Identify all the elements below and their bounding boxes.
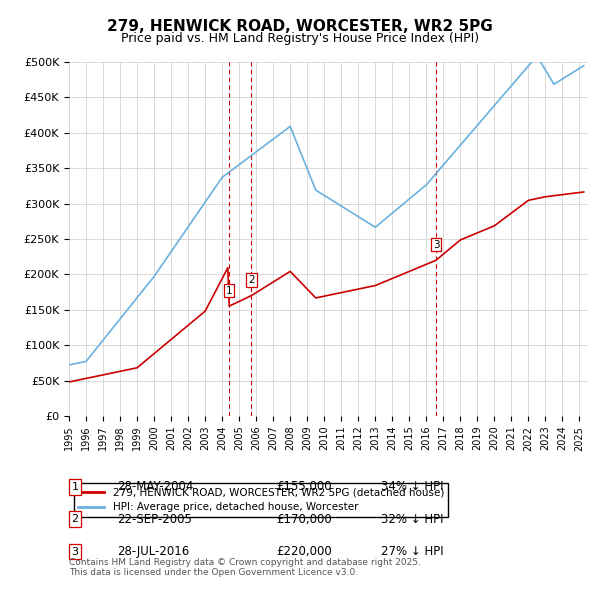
Text: 1: 1 [71, 482, 79, 491]
Text: 1: 1 [226, 286, 232, 296]
Text: £170,000: £170,000 [276, 513, 332, 526]
Text: 32% ↓ HPI: 32% ↓ HPI [381, 513, 443, 526]
Text: 2: 2 [71, 514, 79, 524]
Text: Contains HM Land Registry data © Crown copyright and database right 2025.
This d: Contains HM Land Registry data © Crown c… [69, 558, 421, 577]
Text: 22-SEP-2005: 22-SEP-2005 [117, 513, 192, 526]
Text: 28-JUL-2016: 28-JUL-2016 [117, 545, 189, 558]
Legend: 279, HENWICK ROAD, WORCESTER, WR2 5PG (detached house), HPI: Average price, deta: 279, HENWICK ROAD, WORCESTER, WR2 5PG (d… [74, 483, 448, 517]
Text: £155,000: £155,000 [276, 480, 332, 493]
Text: 2: 2 [248, 275, 255, 285]
Text: 27% ↓ HPI: 27% ↓ HPI [381, 545, 443, 558]
Text: 3: 3 [433, 240, 439, 250]
Text: 3: 3 [71, 547, 79, 556]
Text: 34% ↓ HPI: 34% ↓ HPI [381, 480, 443, 493]
Text: Price paid vs. HM Land Registry's House Price Index (HPI): Price paid vs. HM Land Registry's House … [121, 32, 479, 45]
Text: £220,000: £220,000 [276, 545, 332, 558]
Text: 279, HENWICK ROAD, WORCESTER, WR2 5PG: 279, HENWICK ROAD, WORCESTER, WR2 5PG [107, 19, 493, 34]
Text: 28-MAY-2004: 28-MAY-2004 [117, 480, 193, 493]
